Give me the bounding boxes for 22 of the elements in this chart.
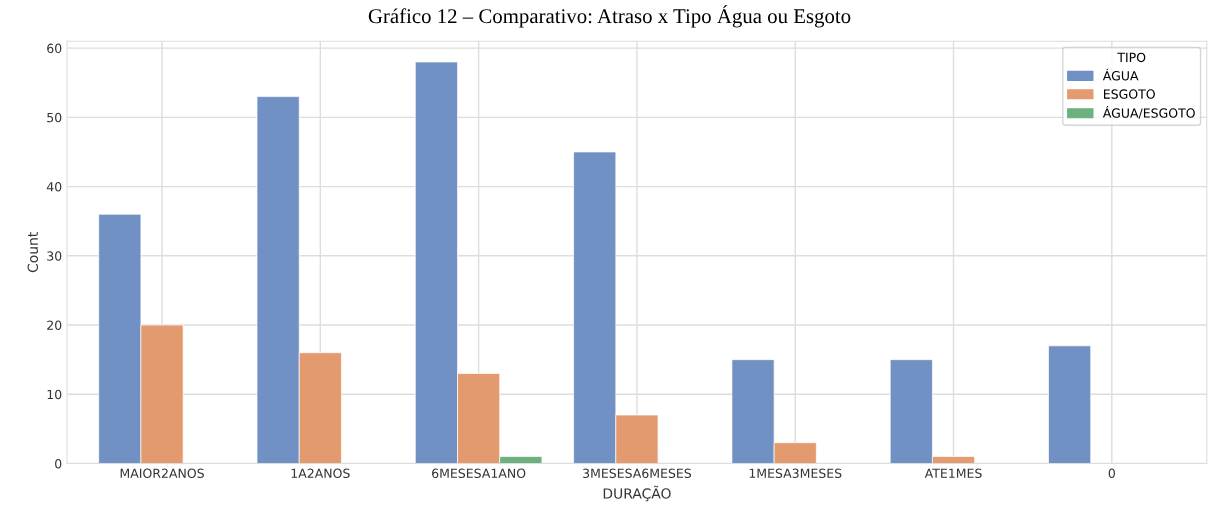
x-tick-label: ATE1MES — [924, 468, 982, 479]
y-tick-label: 10 — [47, 389, 62, 400]
legend-label: ÁGUA/ESGOTO — [1102, 106, 1195, 119]
x-tick-label: 6MESESA1ANO — [432, 468, 526, 479]
y-tick-label: 50 — [47, 112, 62, 123]
legend-label: ESGOTO — [1104, 89, 1155, 99]
x-tick-label: 1MESA3MESES — [749, 468, 842, 479]
y-tick-label: 30 — [47, 251, 62, 261]
x-tick-label: 0 — [1108, 468, 1115, 479]
y-tick-label: 0 — [55, 458, 62, 469]
y-tick-label: 20 — [47, 320, 62, 330]
x-tick-label: 1A2ANOS — [291, 468, 350, 479]
x-tick-label: MAIOR2ANOS — [120, 468, 204, 479]
chart-title: Gráfico 12 – Comparativo: Atraso x Tipo Água ou Esgoto — [368, 5, 851, 28]
y-axis-title: Count — [27, 232, 39, 273]
x-axis-title: DURAÇÃO — [603, 485, 671, 502]
x-tick-label: 3MESESA6MESES — [583, 468, 692, 479]
y-tick-label: 40 — [46, 182, 62, 192]
y-tick-label: 60 — [47, 43, 62, 54]
bar — [1048, 345, 1092, 464]
legend-label: ÁGUA — [1102, 68, 1139, 81]
legend-title: TIPO — [1117, 52, 1146, 63]
